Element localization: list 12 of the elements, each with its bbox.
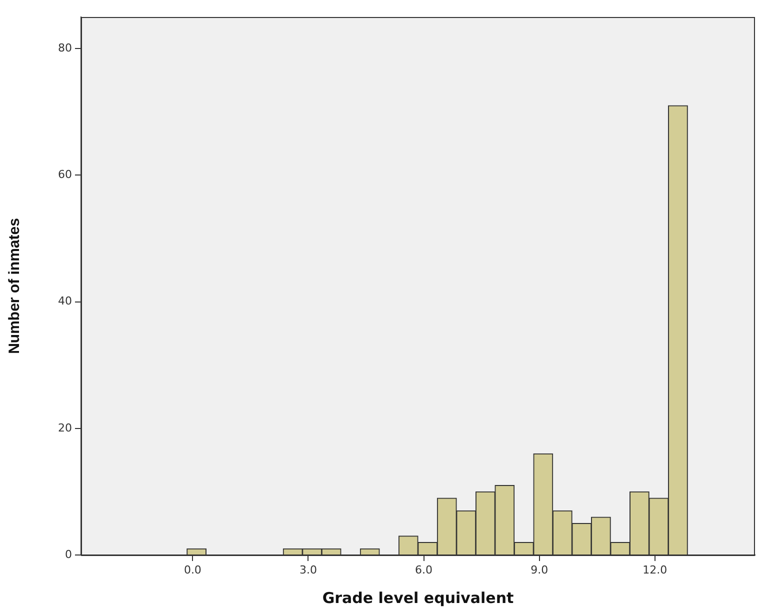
- y-tick-label: 80: [58, 42, 72, 55]
- x-tick-label: 0.0: [184, 563, 202, 576]
- y-tick-label: 40: [58, 294, 72, 308]
- x-tick-label: 3.0: [299, 563, 317, 576]
- x-tick-label: 9.0: [530, 563, 548, 576]
- y-axis-title: Number of inmates: [6, 218, 24, 354]
- y-tick-label: 60: [58, 168, 72, 182]
- y-tick-label: 0: [65, 548, 72, 561]
- x-tick-label: 12.0: [642, 563, 668, 576]
- x-axis-title: Grade level equivalent: [322, 588, 514, 607]
- y-tick-label: 20: [58, 421, 72, 434]
- x-tick-label: 6.0: [415, 563, 433, 576]
